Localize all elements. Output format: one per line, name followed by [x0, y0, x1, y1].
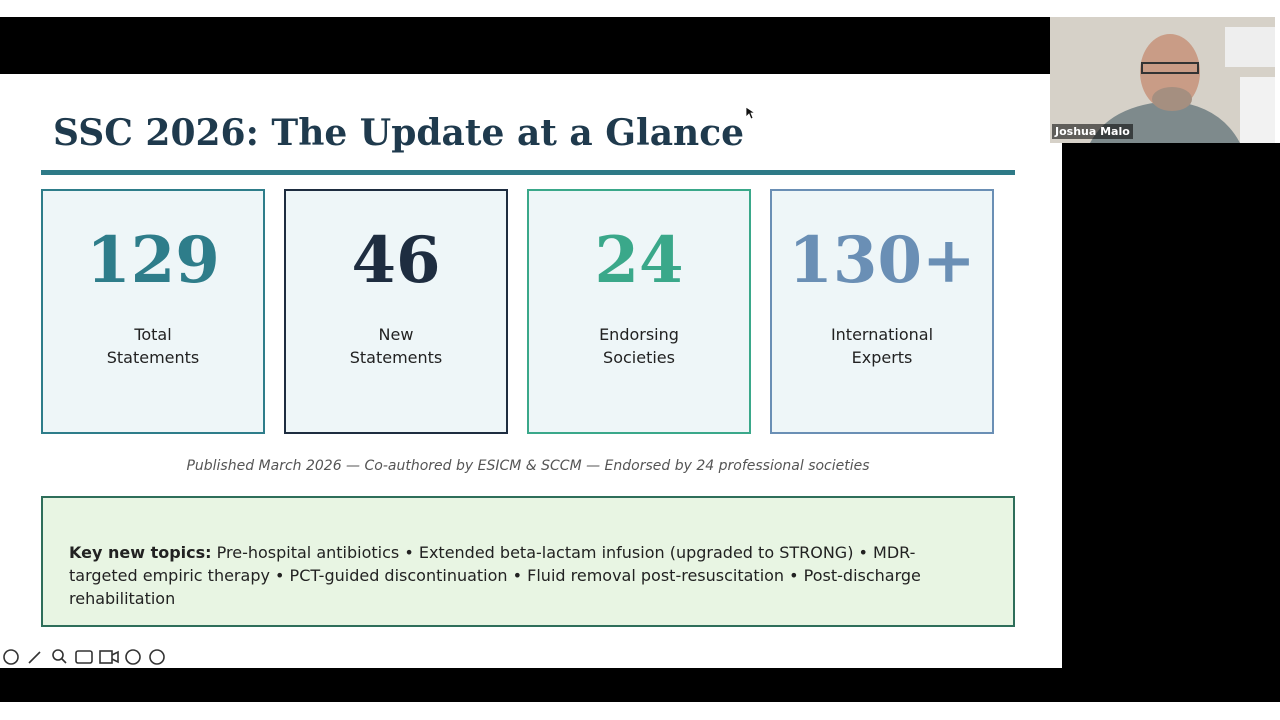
label-line: Endorsing	[599, 325, 679, 344]
zoom-button[interactable]	[52, 649, 64, 661]
stat-value: 46	[351, 223, 441, 298]
stat-card: 130+ International Experts	[770, 189, 994, 434]
label-line: Societies	[603, 348, 675, 367]
more-button[interactable]	[125, 649, 141, 665]
stat-card: 24 Endorsing Societies	[527, 189, 751, 434]
stat-label: Endorsing Societies	[529, 323, 749, 369]
key-text: Pre-hospital antibiotics • Extended beta…	[69, 543, 921, 608]
stat-label: Total Statements	[43, 323, 263, 369]
label-line: Statements	[349, 348, 443, 367]
webcam-image	[1050, 17, 1275, 143]
label-line: Total	[134, 325, 172, 344]
slide-toolbar	[3, 649, 165, 665]
key-label: Key new topics:	[69, 543, 212, 562]
prev-button[interactable]	[3, 649, 19, 665]
side-area	[1062, 143, 1280, 668]
webcam-feed	[1050, 17, 1275, 143]
label-line: New	[378, 325, 414, 344]
stat-label: International Experts	[772, 323, 992, 369]
label-line: Experts	[851, 348, 913, 367]
stat-value: 24	[594, 223, 684, 298]
stat-value: 130+	[788, 223, 976, 298]
captions-button[interactable]	[75, 650, 93, 664]
title-rule	[41, 170, 1015, 175]
label-line: Statements	[106, 348, 200, 367]
publication-note: Published March 2026 — Co-authored by ES…	[186, 458, 870, 474]
next-button[interactable]	[149, 649, 165, 665]
key-topics: Key new topics: Pre-hospital antibiotics…	[69, 541, 969, 610]
stat-label: New Statements	[286, 323, 506, 369]
pen-button[interactable]	[28, 651, 41, 664]
mouse-cursor	[745, 106, 755, 120]
participant-name: Joshua Malo	[1052, 124, 1133, 139]
camera-button[interactable]	[99, 650, 113, 664]
letterbox-bottom	[0, 668, 1280, 702]
label-line: International	[830, 325, 934, 344]
stat-card: 46 New Statements	[284, 189, 508, 434]
stat-card: 129 Total Statements	[41, 189, 265, 434]
letterbox-top	[0, 17, 1050, 74]
slide-title: SSC 2026: The Update at a Glance	[53, 112, 745, 154]
stat-value: 129	[86, 223, 220, 298]
key-topics-box: Key new topics: Pre-hospital antibiotics…	[41, 496, 1015, 627]
